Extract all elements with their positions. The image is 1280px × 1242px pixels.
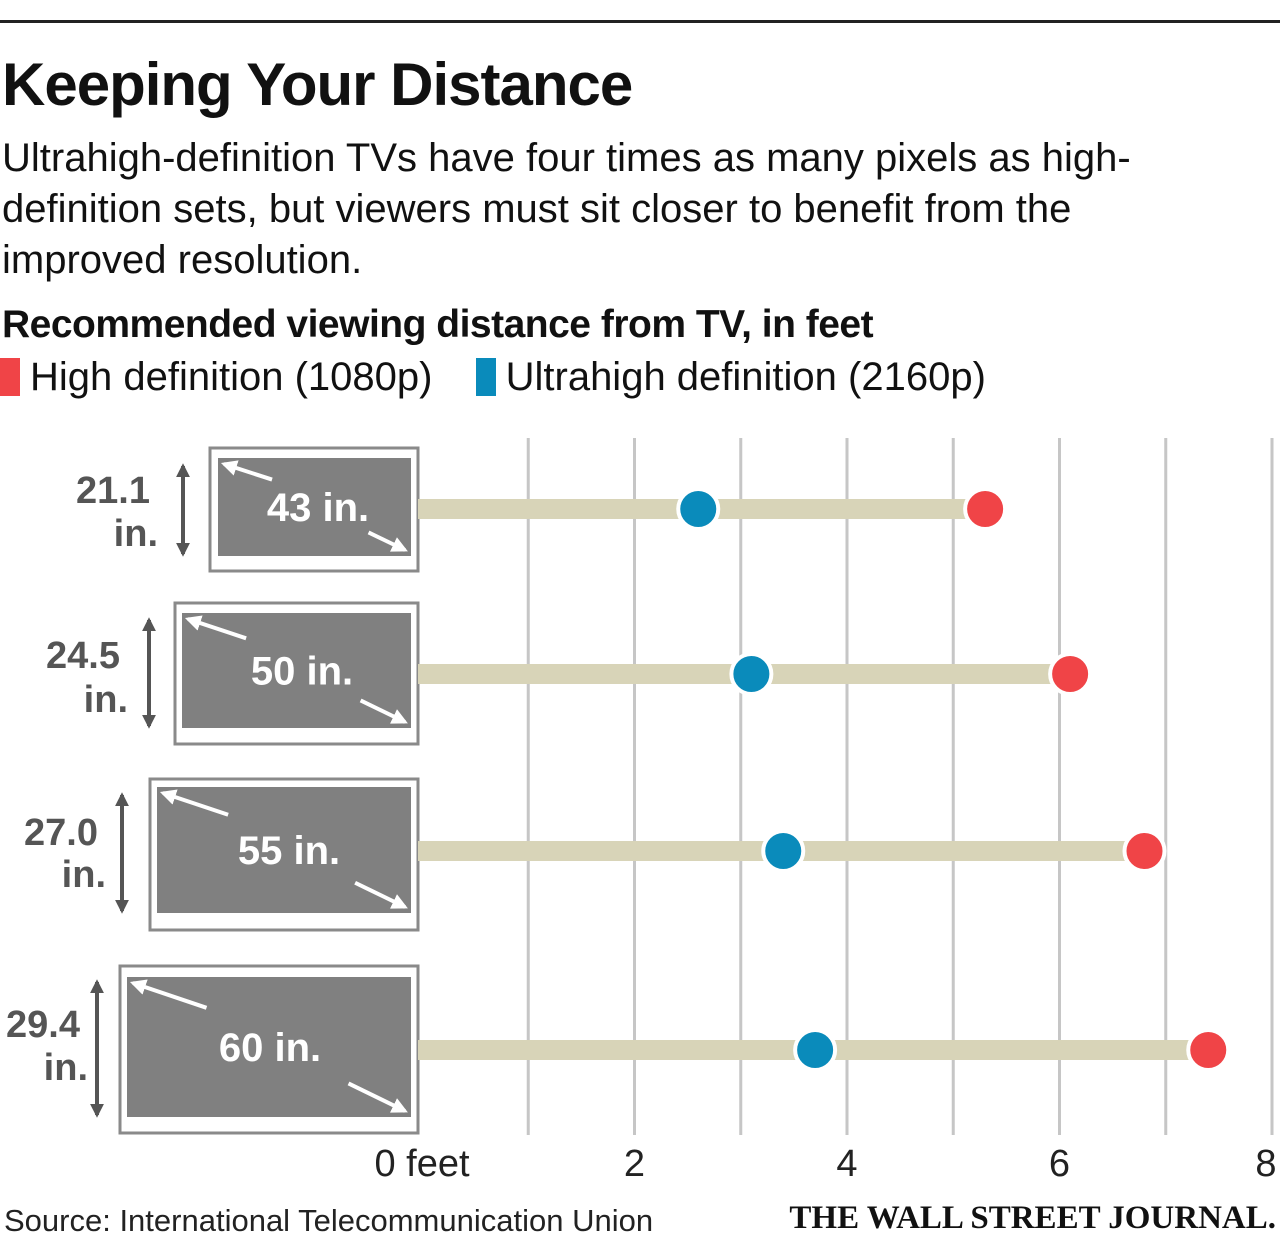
tv-screen <box>182 613 411 728</box>
uhd-dot <box>761 829 806 873</box>
legend-swatch-uhd <box>475 358 496 396</box>
uhd-dot <box>729 652 774 696</box>
source-note: Source: International Telecommunication … <box>4 1203 654 1238</box>
height-value: 29.4 <box>6 1004 80 1046</box>
diagonal-arrow-end <box>354 880 408 909</box>
top-rule <box>0 20 1280 23</box>
tv-size-label: 50 in. <box>251 650 353 694</box>
gridlines <box>526 438 1274 1135</box>
tv-size-label: 55 in. <box>238 829 340 873</box>
x-axis-ticks: 0 feet 2 4 6 8 <box>374 1143 1276 1185</box>
diagonal-arrow-start <box>129 979 208 1010</box>
chart-title: Recommended viewing distance from TV, in… <box>2 303 874 346</box>
legend-label-hd: High definition (1080p) <box>30 355 433 399</box>
uhd-dot <box>793 1028 838 1072</box>
tv-row: 60 in. 29.4in. <box>6 964 1231 1135</box>
diagonal-arrow-start <box>159 789 229 817</box>
diagonal-arrow-end <box>359 698 408 724</box>
tv-row: 55 in. 27.0in. <box>24 777 1167 932</box>
height-unit: in. <box>62 854 106 896</box>
uhd-dot <box>676 487 721 531</box>
page-title: Keeping Your Distance <box>2 51 633 118</box>
diagonal-arrow-end <box>347 1081 408 1113</box>
height-unit: in. <box>84 679 128 721</box>
x-tick-label: 2 <box>624 1143 645 1185</box>
x-tick-label: 0 feet <box>374 1143 470 1185</box>
tv-row: 50 in. 24.5in. <box>46 601 1093 746</box>
legend-label-uhd: Ultrahigh definition (2160p) <box>505 355 986 399</box>
legend-item-uhd: Ultrahigh definition (2160p) <box>475 355 986 400</box>
x-tick-label: 6 <box>1049 1143 1070 1185</box>
hd-dot <box>1048 652 1093 696</box>
subtitle: Ultrahigh-definition TVs have four times… <box>2 136 1131 282</box>
height-value: 27.0 <box>24 812 98 854</box>
tv-screen <box>157 787 411 913</box>
hd-dot <box>1122 829 1167 873</box>
publisher-logo: THE WALL STREET JOURNAL. <box>789 1200 1276 1236</box>
height-unit: in. <box>114 513 158 555</box>
legend: High definition (1080p) Ultrahigh defini… <box>0 355 1018 405</box>
x-tick-label: 8 <box>1255 1143 1276 1185</box>
hd-dot <box>963 487 1008 531</box>
tv-size-label: 43 in. <box>267 486 369 530</box>
x-tick-label: 4 <box>836 1143 857 1185</box>
height-value: 24.5 <box>46 635 120 677</box>
height-value: 21.1 <box>76 470 150 512</box>
diagonal-arrow-start <box>184 615 247 641</box>
tv-row: 43 in. 21.1in. <box>76 446 1008 573</box>
hd-dot <box>1186 1028 1231 1072</box>
diagonal-arrow-start <box>220 460 273 482</box>
tv-screen <box>127 977 411 1117</box>
height-unit: in. <box>44 1047 88 1089</box>
rows: 43 in.21.1in.50 in.24.5in.55 in.27.0in.6… <box>6 446 1231 1135</box>
tv-size-label: 60 in. <box>219 1026 321 1070</box>
legend-swatch-hd <box>0 358 20 396</box>
legend-item-hd: High definition (1080p) <box>0 355 432 400</box>
diagonal-arrow-end <box>367 530 408 552</box>
